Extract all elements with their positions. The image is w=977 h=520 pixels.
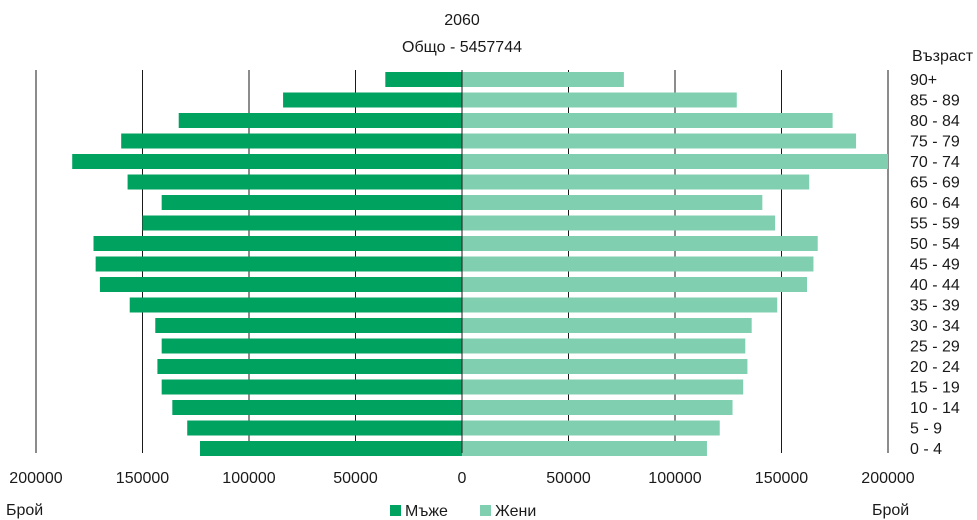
bar-females: [462, 256, 814, 272]
age-group-labels: 90+ 85 - 89 80 - 84 75 - 79 70 - 74 65 - 69 60…: [910, 72, 960, 458]
age-group-label: 15 - 19: [910, 380, 960, 397]
bar-males: [157, 359, 462, 374]
x-tick-label: 150000: [755, 470, 808, 487]
age-group-label: 60 - 64: [910, 195, 960, 212]
age-group-label: 50 - 54: [910, 236, 960, 253]
x-tick-label: 200000: [9, 470, 62, 487]
bar-males: [127, 174, 462, 190]
x-tick-label: 50000: [546, 470, 591, 487]
bar-females: [462, 195, 763, 210]
x-tick-label: 0: [458, 470, 467, 487]
chart-title: 2060: [444, 12, 480, 29]
legend-label-females: Жени: [495, 503, 536, 520]
age-group-label: 20 - 24: [910, 359, 960, 376]
x-axis-label-left: Брой: [6, 502, 43, 519]
age-group-label: 30 - 34: [910, 318, 960, 335]
bar-males: [142, 215, 462, 231]
x-tick-label: 200000: [861, 470, 914, 487]
age-group-label: 55 - 59: [910, 216, 960, 233]
bar-females: [462, 174, 810, 190]
age-group-label: 25 - 29: [910, 339, 960, 356]
age-axis-label: Възраст: [912, 48, 974, 65]
bar-males: [161, 195, 463, 210]
age-group-label: 70 - 74: [910, 154, 960, 171]
bar-males: [161, 379, 463, 395]
bar-females: [462, 92, 737, 108]
bar-males: [283, 92, 462, 108]
legend-swatch-females: [480, 505, 491, 516]
bar-females: [462, 379, 744, 395]
legend: Мъже Жени: [390, 503, 536, 520]
age-group-label: 75 - 79: [910, 134, 960, 151]
x-tick-label: 100000: [222, 470, 275, 487]
bar-females: [462, 72, 624, 87]
age-group-label: 0 - 4: [910, 441, 942, 458]
bar-females: [462, 441, 707, 456]
bar-males: [95, 256, 462, 272]
age-group-label: 85 - 89: [910, 93, 960, 110]
bars-layer: [72, 72, 888, 456]
age-group-label: 40 - 44: [910, 277, 960, 294]
bar-females: [462, 277, 808, 292]
bar-females: [462, 215, 776, 231]
age-group-label: 65 - 69: [910, 175, 960, 192]
bar-males: [155, 318, 462, 333]
x-tick-labels: 200000 150000 100000 50000 0 50000 100000 15000…: [9, 470, 914, 487]
x-tick-label: 150000: [116, 470, 169, 487]
x-tick-label: 50000: [333, 470, 378, 487]
bar-males: [161, 338, 463, 354]
age-group-label: 90+: [910, 72, 937, 89]
bar-males: [93, 236, 462, 251]
bar-females: [462, 318, 752, 333]
chart-subtitle: Общо - 5457744: [402, 39, 522, 56]
bar-males: [172, 400, 462, 415]
x-axis-label-right: Брой: [872, 502, 909, 519]
bar-females: [462, 420, 720, 436]
bar-females: [462, 154, 888, 169]
bar-males: [200, 441, 462, 456]
bar-females: [462, 297, 778, 313]
age-group-label: 5 - 9: [910, 421, 942, 438]
bar-males: [385, 72, 462, 87]
bar-females: [462, 236, 818, 251]
bar-males: [121, 133, 462, 149]
bar-females: [462, 338, 746, 354]
bar-males: [129, 297, 462, 313]
age-group-label: 10 - 14: [910, 400, 960, 417]
legend-swatch-males: [390, 505, 401, 516]
bar-males: [72, 154, 463, 169]
age-group-label: 45 - 49: [910, 257, 960, 274]
x-tick-label: 100000: [648, 470, 701, 487]
bar-females: [462, 359, 748, 374]
bar-females: [462, 400, 733, 415]
age-group-label: 80 - 84: [910, 113, 960, 130]
bar-females: [462, 113, 833, 128]
legend-label-males: Мъже: [405, 503, 448, 520]
age-group-label: 35 - 39: [910, 298, 960, 315]
bar-males: [187, 420, 463, 436]
bar-males: [99, 277, 463, 292]
bar-females: [462, 133, 857, 149]
bar-males: [178, 113, 462, 128]
